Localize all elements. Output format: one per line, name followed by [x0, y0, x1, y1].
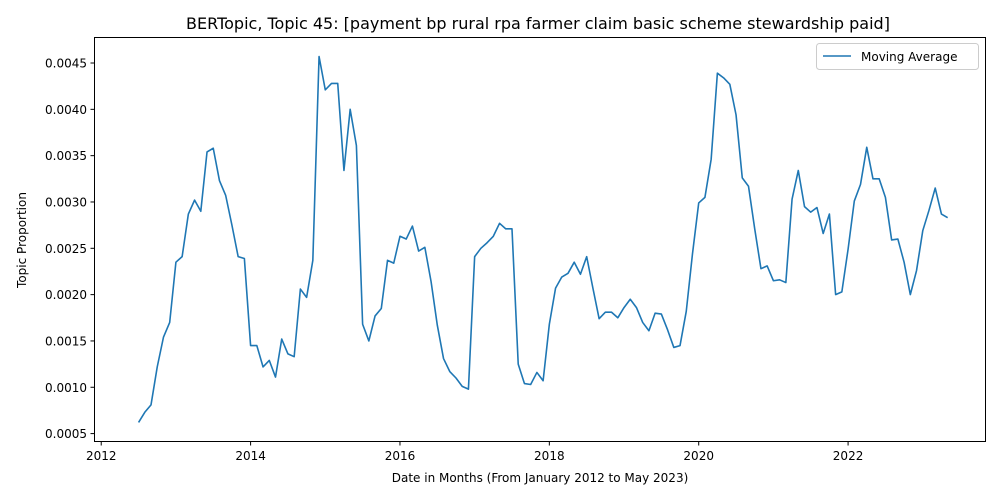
- plot-area-frame: [94, 37, 986, 442]
- x-axis-label: Date in Months (From January 2012 to May…: [392, 471, 689, 485]
- y-tick-label: 0.0015: [45, 334, 87, 348]
- y-tick-label: 0.0010: [45, 381, 87, 395]
- series-line-moving-average: [137, 55, 949, 423]
- y-tick-label: 0.0030: [45, 195, 87, 209]
- legend-label: Moving Average: [861, 50, 957, 64]
- legend: Moving Average: [816, 43, 979, 70]
- x-tick-label: 2020: [683, 449, 714, 463]
- x-tick-label: 2018: [534, 449, 565, 463]
- series-layer: [137, 55, 949, 423]
- axis-ticks: 2012 2014 2016 2018 2020 2022 0.0005 0.0010 0.00…: [45, 57, 863, 463]
- legend-box: [816, 43, 979, 70]
- chart-title: BERTopic, Topic 45: [payment bp rural rp…: [186, 14, 890, 33]
- x-tick-label: 2012: [86, 449, 117, 463]
- y-tick-label: 0.0035: [45, 149, 87, 163]
- y-tick-label: 0.0005: [45, 427, 87, 441]
- x-tick-label: 2022: [833, 449, 864, 463]
- x-tick-label: 2014: [235, 449, 266, 463]
- y-tick-label: 0.0020: [45, 288, 87, 302]
- y-tick-label: 0.0045: [45, 57, 87, 71]
- y-axis-label: Topic Proportion: [15, 192, 29, 289]
- y-tick-label: 0.0040: [45, 103, 87, 117]
- y-tick-label: 0.0025: [45, 242, 87, 256]
- x-tick-label: 2016: [385, 449, 416, 463]
